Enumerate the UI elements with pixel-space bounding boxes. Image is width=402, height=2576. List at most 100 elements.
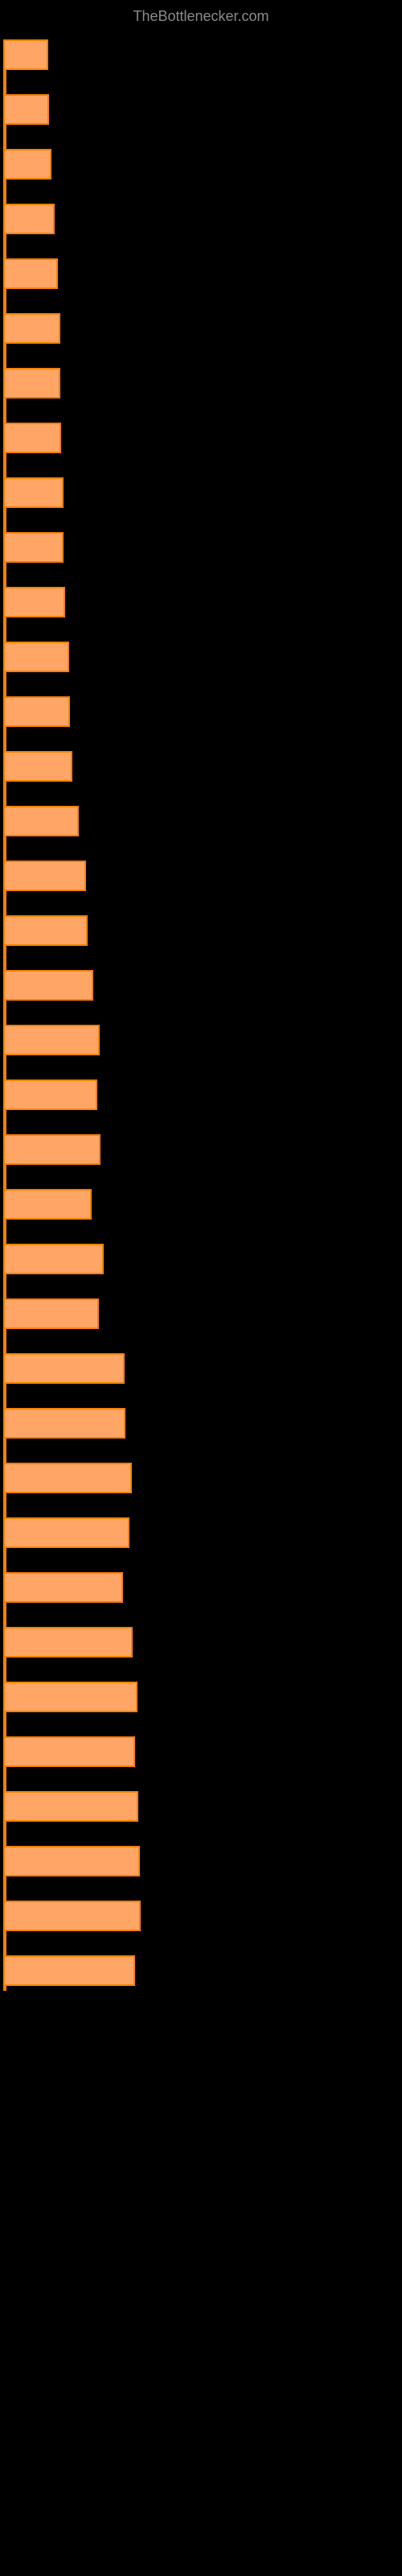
- bar: [3, 204, 55, 234]
- bar: [3, 1025, 100, 1055]
- bar-group: Bottleneck result50: [3, 1463, 402, 1493]
- bar-group: Bottleneck result: [3, 861, 402, 891]
- bar-group: Bottleneck result51.: [3, 1955, 402, 1986]
- bar-group: Bottleneck result: [3, 1189, 402, 1220]
- bar-value: 51.: [138, 1964, 155, 1978]
- bar: 49: [3, 1517, 129, 1548]
- bar-label: Bottleneck result: [8, 1667, 97, 1681]
- bar: [3, 423, 61, 453]
- bar-label: Bottleneck result: [8, 956, 97, 969]
- bar-label: Bottleneck result: [8, 1612, 97, 1626]
- bar: 50: [3, 1463, 132, 1493]
- bar-group: Bottleneck r: [3, 149, 402, 180]
- bar-value: 51.: [138, 1745, 155, 1759]
- bar: [3, 1244, 104, 1274]
- bar-group: Bottleneck result48: [3, 1408, 402, 1439]
- bar-group: Bottleneck result: [3, 1025, 402, 1055]
- bar-group: Bottleneck result: [3, 1298, 402, 1329]
- bar-label: Bottleneck result: [8, 1448, 97, 1462]
- bar-label: Bottleneck result: [8, 1558, 97, 1571]
- bar-group: Bottleneck result: [3, 1080, 402, 1110]
- bar-group: Bottleneck result52.4: [3, 1682, 402, 1712]
- bar: [3, 368, 60, 398]
- bar: 4: [3, 1572, 123, 1603]
- bar-group: Bottleneck resu: [3, 751, 402, 782]
- bar-group: Bottleneck result53.3: [3, 1846, 402, 1876]
- bar-label: Bottleneck result: [8, 1722, 97, 1736]
- bar: [3, 1080, 97, 1110]
- bar-chart: BottleneckBottleneckBottleneck rBottlene…: [0, 39, 402, 1986]
- bar-group: Bottleneck r: [3, 204, 402, 234]
- bar-label: Bottleneck result: [8, 1886, 97, 1900]
- bar-label: Bottleneck res: [8, 518, 84, 531]
- bar-group: Bottleneck result51.: [3, 1736, 402, 1767]
- bar-label: Bottleneck result: [8, 1831, 97, 1845]
- bar-label: Bottleneck: [8, 25, 64, 39]
- bar-label: Bottleneck result: [8, 1229, 97, 1243]
- bar-label: Bottleneck result: [8, 1777, 97, 1790]
- bar-group: Bottleneck result52.7: [3, 1791, 402, 1822]
- bar: [3, 970, 93, 1001]
- bar-group: Bottleneck result4: [3, 1572, 402, 1603]
- bar-value: 49: [133, 1526, 146, 1540]
- bar-label: Bottleneck resu: [8, 737, 91, 750]
- bar-label: Bottleneck result: [8, 1065, 97, 1079]
- bar: [3, 39, 48, 70]
- bar-group: Bottleneck result: [3, 970, 402, 1001]
- bar-value: 53.3: [143, 1855, 166, 1868]
- bar-label: Bottleneck result: [8, 846, 97, 860]
- bar-label: Bottleneck result: [8, 791, 97, 805]
- bar-value: 53.7: [144, 1909, 167, 1923]
- bar: [3, 642, 69, 672]
- bar: 51.: [3, 1736, 135, 1767]
- bar-group: Bottleneck: [3, 39, 402, 70]
- bar-value: 4: [128, 1362, 134, 1376]
- bar: 53.3: [3, 1846, 140, 1876]
- bar-label: Bottleneck result: [8, 901, 97, 914]
- bar-label: Bottleneck result: [8, 1339, 97, 1352]
- bar-label: Bottleneck result: [8, 1503, 97, 1517]
- bar-label: Bottleneck rest: [8, 627, 88, 641]
- bar: 53.7: [3, 1901, 141, 1931]
- bar-label: Bottleneck resu: [8, 682, 91, 696]
- bar: [3, 532, 64, 563]
- bar: [3, 258, 58, 289]
- bar-value: 52.4: [141, 1690, 164, 1704]
- bar: 51.: [3, 1955, 135, 1986]
- bar-value: 52.7: [142, 1800, 165, 1814]
- bar: [3, 587, 65, 617]
- bar-group: Bottleneck res: [3, 477, 402, 508]
- bar-group: Bottleneck result49: [3, 1517, 402, 1548]
- bar-group: Bottleneck re: [3, 423, 402, 453]
- bar-group: Bottleneck result: [3, 806, 402, 836]
- bar: 48: [3, 1408, 125, 1439]
- bar-label: Bottleneck re: [8, 244, 79, 258]
- bar: [3, 751, 72, 782]
- bar: [3, 806, 79, 836]
- bar-label: Bottleneck re: [8, 353, 79, 367]
- bar-group: Bottleneck result4: [3, 1353, 402, 1384]
- bar-group: Bottleneck result: [3, 915, 402, 946]
- bar-group: Bottleneck res: [3, 587, 402, 617]
- bar-label: Bottleneck result: [8, 1174, 97, 1188]
- bar-group: Bottleneck: [3, 94, 402, 125]
- bar-value: 48: [129, 1417, 142, 1430]
- bar: [3, 1298, 99, 1329]
- bar-label: Bottleneck result: [8, 1010, 97, 1024]
- bar-label: Bottleneck result: [8, 1393, 97, 1407]
- bar: [3, 94, 49, 125]
- bar: [3, 861, 86, 891]
- bar: [3, 313, 60, 344]
- bar: [3, 915, 88, 946]
- bar-group: Bottleneck result53.7: [3, 1901, 402, 1931]
- bar: [3, 149, 51, 180]
- bar-value: 50: [136, 1636, 150, 1649]
- bar: [3, 477, 64, 508]
- bar: [3, 696, 70, 727]
- bar-group: Bottleneck resu: [3, 696, 402, 727]
- bar: 50: [3, 1627, 133, 1657]
- bar-group: Bottleneck re: [3, 313, 402, 344]
- bar-label: Bottleneck result: [8, 1120, 97, 1133]
- bar-group: Bottleneck re: [3, 258, 402, 289]
- bar-label: Bottleneck: [8, 80, 64, 93]
